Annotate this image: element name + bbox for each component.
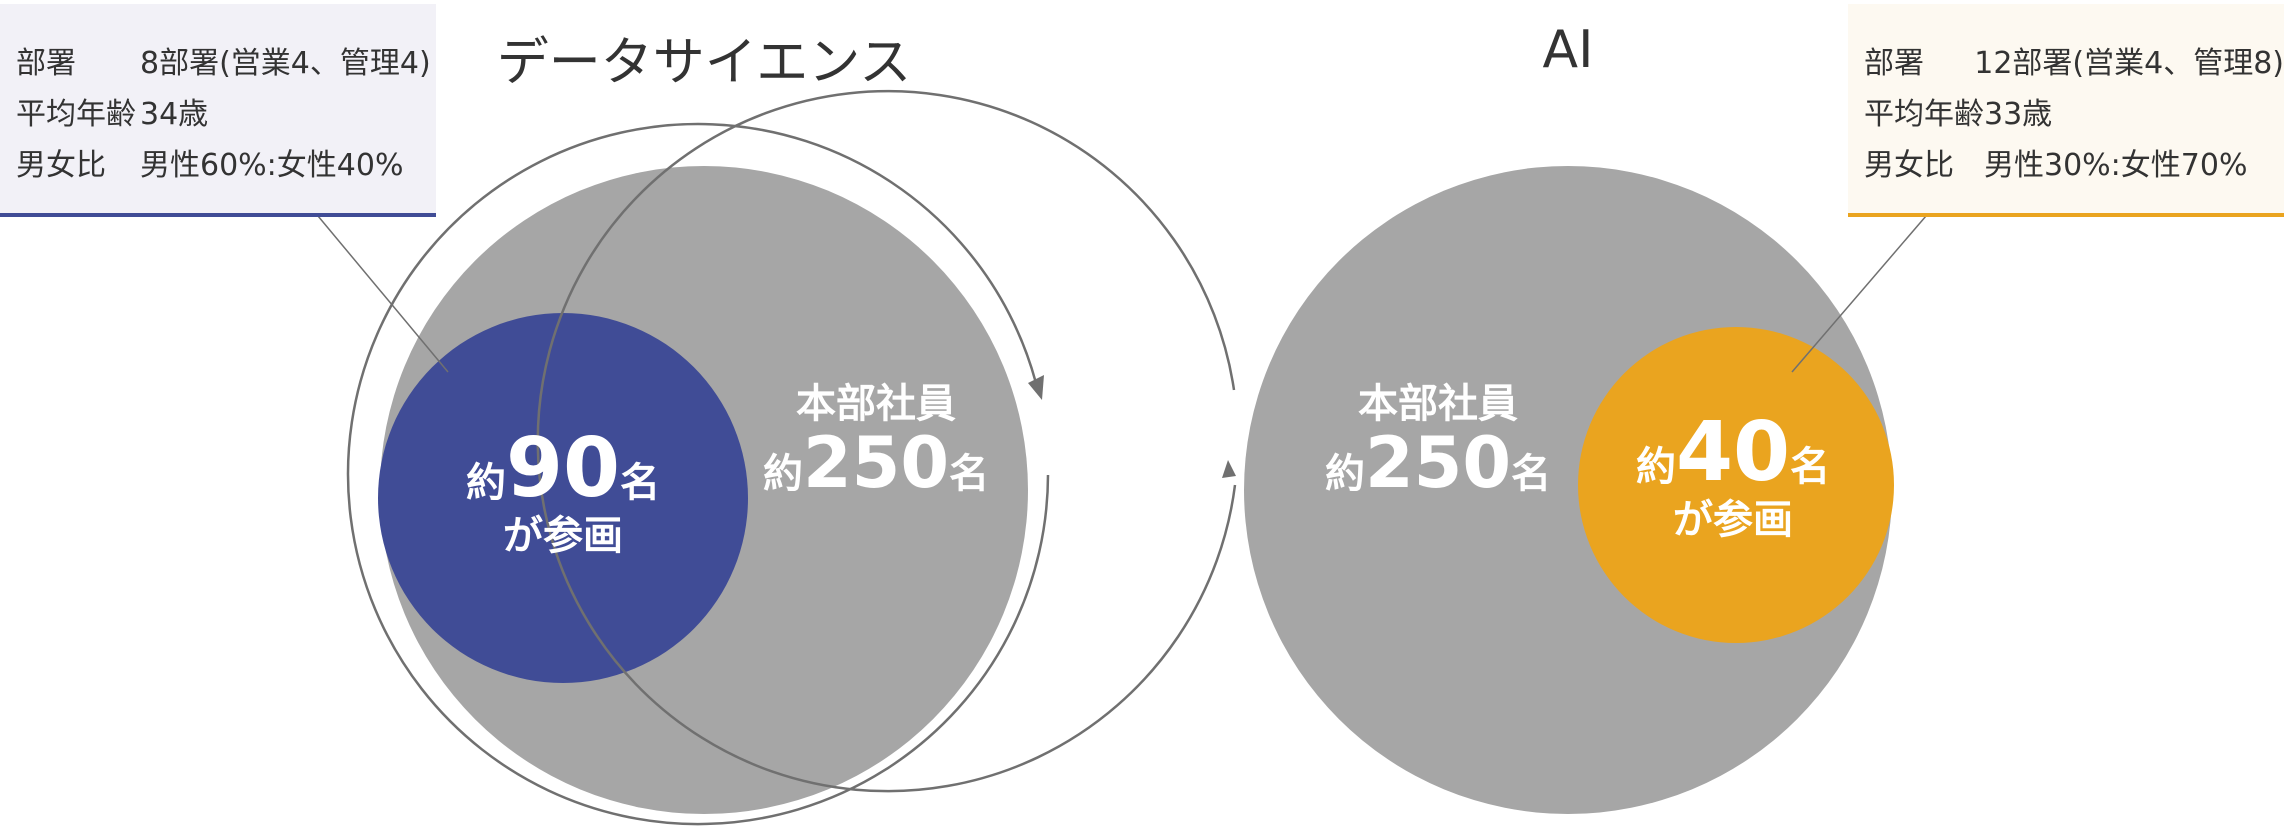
count-number: 90 [505,421,621,516]
info-value: 男性30%:女性70% [1984,148,2248,183]
count-prefix: 約 [1635,444,1676,490]
right-title: AI [1542,20,1594,80]
count-number: 40 [1675,405,1791,500]
right-callout-line [1791,215,1927,373]
participant-count: 約90名 [466,428,660,510]
info-value: 12部署(営業4、管理8) [1974,46,2284,81]
base-label-count: 約250名 [1325,428,1551,498]
right-info-box: 部署 12部署(営業4、管理8) 平均年齢 33歳 男女比 男性30%:女性70… [1848,4,2284,217]
right-cycle-arrow-icon [1222,460,1236,478]
right-participant-label: 約40名 が参画 [1636,412,1830,546]
count-suffix: 名 [949,451,990,497]
left-base-label: 本部社員 約250名 [763,380,989,498]
count-suffix: 名 [620,460,661,506]
participant-sub: が参画 [503,513,623,559]
base-label-heading: 本部社員 [796,381,956,427]
participant-count: 約40名 [1636,412,1830,494]
info-row: 部署 8部署(営業4、管理4) [16,38,436,89]
count-suffix: 名 [1511,451,1552,497]
count-number: 250 [1364,422,1512,504]
left-participant-label: 約90名 が参画 [466,428,660,562]
info-row: 男女比 男性30%:女性70% [1864,140,2284,191]
info-row: 部署 12部署(営業4、管理8) [1864,38,2284,89]
info-key: 男女比 [16,148,106,183]
info-value: 男性60%:女性40% [140,148,404,183]
right-participant-circle [1578,327,1894,643]
count-number: 250 [802,422,950,504]
info-key: 部署 [16,46,76,81]
info-value: 8部署(営業4、管理4) [140,46,431,81]
left-cycle-ring [346,122,1050,826]
count-prefix: 約 [1324,451,1365,497]
base-label-count: 約250名 [763,428,989,498]
left-participant-circle [378,313,748,683]
left-callout-line [317,215,449,373]
info-key: 平均年齢 [16,97,136,132]
info-value: 33歳 [1984,97,2053,132]
right-cycle-ring [536,89,1237,793]
right-base-label: 本部社員 約250名 [1325,380,1551,498]
left-info-box: 部署 8部署(営業4、管理4) 平均年齢 34歳 男女比 男性60%:女性40% [0,4,436,217]
info-key: 部署 [1864,46,1924,81]
count-prefix: 約 [762,451,803,497]
left-title: データサイエンス [496,33,912,93]
info-row: 平均年齢 33歳 [1864,89,2284,140]
info-value: 34歳 [140,97,209,132]
info-row: 平均年齢 34歳 [16,89,436,140]
count-prefix: 約 [465,460,506,506]
participant-sub: が参画 [1673,497,1793,543]
info-row: 男女比 男性60%:女性40% [16,140,436,191]
info-key: 平均年齢 [1864,97,1984,132]
base-label-heading: 本部社員 [1358,381,1518,427]
count-suffix: 名 [1790,444,1831,490]
info-key: 男女比 [1864,148,1954,183]
left-cycle-arrow-icon [1028,375,1044,400]
